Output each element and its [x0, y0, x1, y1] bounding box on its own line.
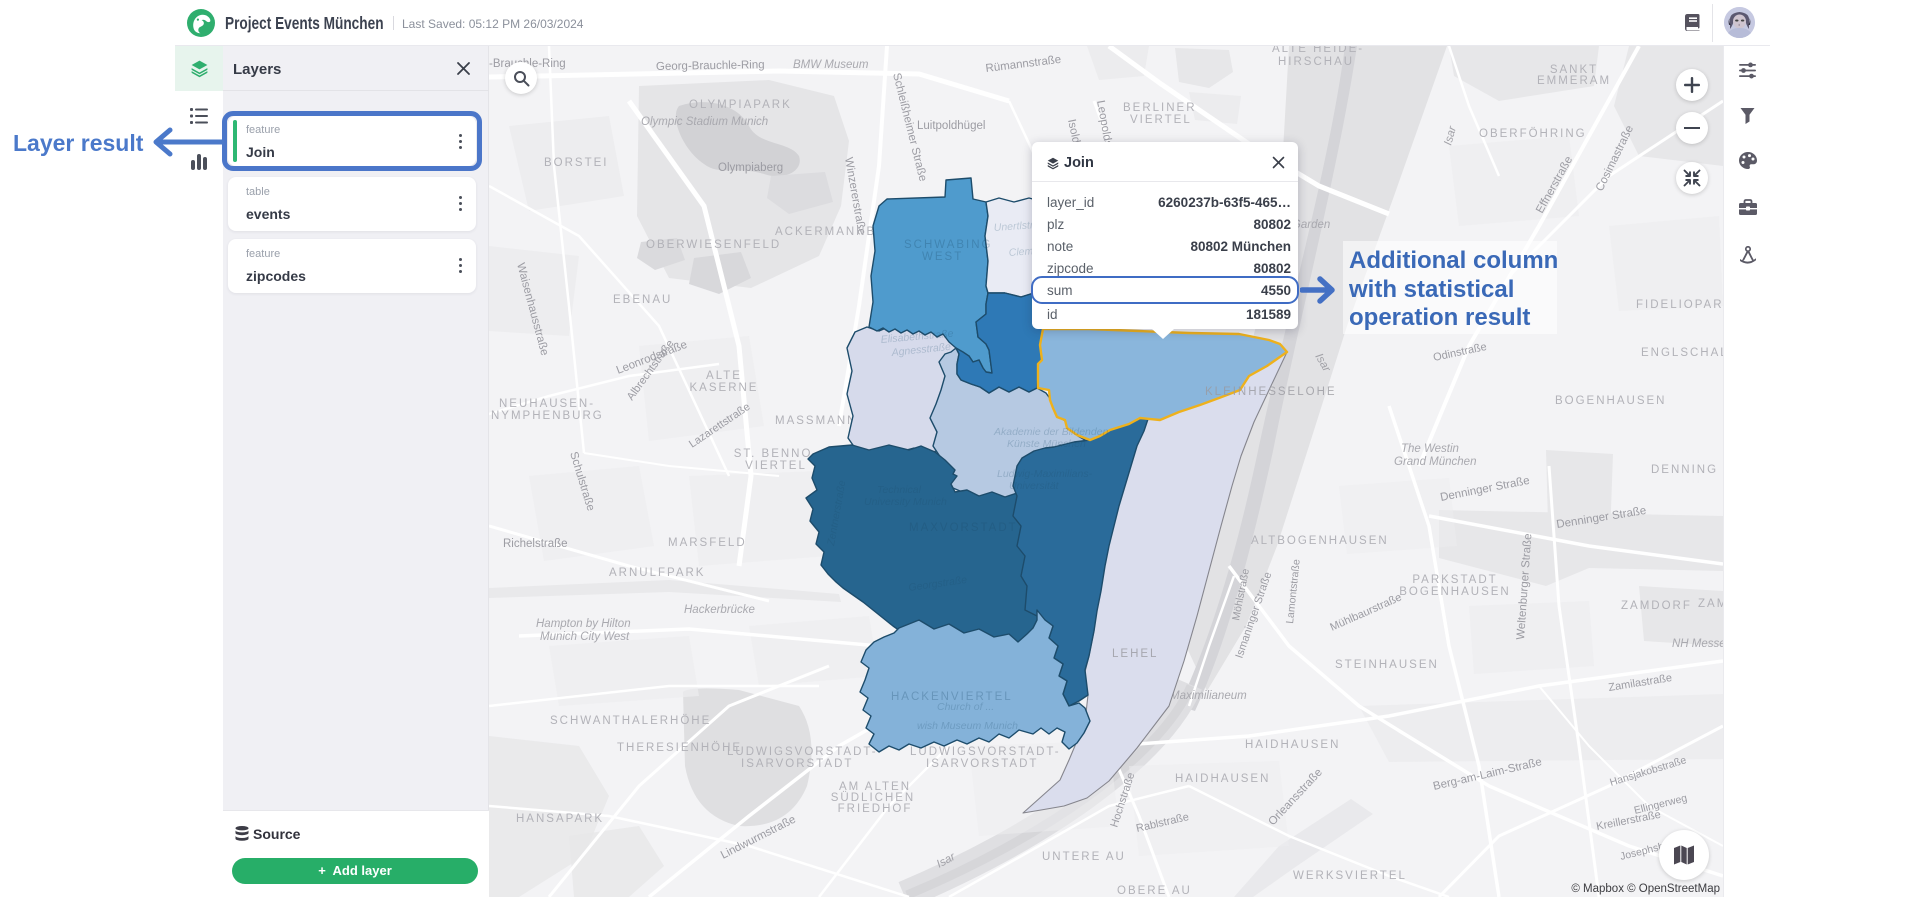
svg-text:Technical: Technical	[877, 484, 922, 496]
svg-text:Luitpoldhügel: Luitpoldhügel	[917, 120, 985, 132]
svg-text:HANSAPARK: HANSAPARK	[516, 813, 604, 825]
svg-text:MAXVORSTADT: MAXVORSTADT	[909, 522, 1018, 534]
svg-text:LUDWIGSVORSTADT-: LUDWIGSVORSTADT-	[910, 746, 1061, 758]
svg-text:The Westin: The Westin	[1401, 443, 1459, 455]
svg-text:WERKSVIERTEL: WERKSVIERTEL	[1293, 870, 1407, 882]
svg-text:HACKENVIERTEL: HACKENVIERTEL	[891, 691, 1013, 703]
svg-text:ISARVORSTADT: ISARVORSTADT	[741, 758, 853, 770]
svg-text:ISARVORSTADT: ISARVORSTADT	[926, 758, 1038, 770]
svg-text:BERLINER: BERLINER	[1123, 102, 1197, 114]
svg-text:Olympiaberg: Olympiaberg	[718, 162, 783, 174]
svg-text:BORSTEI: BORSTEI	[544, 157, 608, 169]
svg-text:OBERFÖHRING: OBERFÖHRING	[1479, 128, 1587, 140]
svg-text:WEST: WEST	[922, 251, 963, 263]
svg-text:ALTE HEIDE-: ALTE HEIDE-	[1272, 46, 1364, 55]
svg-text:LEHEL: LEHEL	[1112, 648, 1158, 660]
svg-text:Isar: Isar	[1442, 124, 1459, 147]
svg-text:NH Messe: NH Messe	[1672, 638, 1723, 650]
svg-text:ZAMIL: ZAMIL	[1698, 598, 1723, 610]
svg-text:BOGENHAUSEN: BOGENHAUSEN	[1399, 586, 1510, 598]
svg-text:UNTERE AU: UNTERE AU	[1042, 851, 1126, 863]
svg-text:Munich City West: Munich City West	[540, 631, 630, 643]
svg-text:ARNULFPARK: ARNULFPARK	[609, 567, 705, 579]
svg-text:Hampton by Hilton: Hampton by Hilton	[536, 618, 631, 630]
svg-text:ST. BENNO-VIERTEL: ST. BENNO-VIERTEL	[734, 448, 819, 472]
svg-text:Ludwig-Maximilians-: Ludwig-Maximilians-	[997, 468, 1093, 480]
svg-text:Church of ...: Church of ...	[937, 701, 994, 713]
svg-text:Olympic Stadium Munich: Olympic Stadium Munich	[641, 116, 768, 128]
svg-text:Grand München: Grand München	[1394, 456, 1476, 468]
svg-text:OBERWIESENFELD: OBERWIESENFELD	[646, 239, 781, 251]
svg-text:wish Museum Munich: wish Museum Munich	[917, 720, 1018, 732]
svg-text:University Munich: University Munich	[864, 496, 947, 508]
svg-text:BOGENHAUSEN: BOGENHAUSEN	[1555, 395, 1666, 407]
svg-text:STEINHAUSEN: STEINHAUSEN	[1335, 659, 1439, 671]
svg-text:ZAMDORF: ZAMDORF	[1621, 600, 1692, 612]
svg-text:EBENAU: EBENAU	[613, 294, 672, 306]
svg-text:Universität: Universität	[1009, 480, 1060, 492]
svg-text:NYMPHENBURG: NYMPHENBURG	[491, 410, 604, 422]
svg-text:OLYMPIAPARK: OLYMPIAPARK	[689, 99, 792, 111]
svg-text:HAIDHAUSEN: HAIDHAUSEN	[1245, 739, 1340, 751]
svg-text:Hackerbrücke: Hackerbrücke	[684, 604, 755, 616]
svg-text:Maximilianeum: Maximilianeum	[1170, 690, 1247, 702]
svg-text:VIERTEL: VIERTEL	[1130, 114, 1192, 126]
svg-text:FIDELIOPARK: FIDELIOPARK	[1636, 299, 1723, 311]
svg-text:HIRSCHAU: HIRSCHAU	[1278, 56, 1354, 68]
svg-text:ALTBOGENHAUSEN: ALTBOGENHAUSEN	[1251, 535, 1389, 547]
svg-text:Künste München: Künste München	[1007, 438, 1086, 450]
svg-text:SCHWANTHALERHÖHE: SCHWANTHALERHÖHE	[550, 715, 711, 727]
svg-text:PARKSTADT: PARKSTADT	[1412, 574, 1497, 586]
svg-text:OBERE AU: OBERE AU	[1117, 885, 1192, 897]
svg-text:MARSFELD: MARSFELD	[668, 537, 747, 549]
svg-text:Georg-Brauchle-Ring: Georg-Brauchle-Ring	[656, 59, 765, 73]
svg-text:LUDWIGSVORSTADT-: LUDWIGSVORSTADT-	[727, 746, 878, 758]
svg-text:THERESIENHÖHE: THERESIENHÖHE	[617, 742, 742, 754]
svg-text:KLEINHESSELOHE: KLEINHESSELOHE	[1205, 386, 1337, 398]
svg-text:BMW Museum: BMW Museum	[793, 59, 869, 71]
svg-text:NEUHAUSEN-: NEUHAUSEN-	[499, 398, 595, 410]
svg-text:Akademie der Bildenden: Akademie der Bildenden	[993, 426, 1109, 438]
svg-text:DENNING: DENNING	[1651, 464, 1718, 476]
svg-text:Richelstraße: Richelstraße	[503, 538, 568, 550]
svg-text:HAIDHAUSEN: HAIDHAUSEN	[1175, 773, 1270, 785]
svg-text:SCHWABING: SCHWABING	[904, 239, 993, 251]
svg-text:ENGLSCHALKI: ENGLSCHALKI	[1641, 347, 1723, 359]
